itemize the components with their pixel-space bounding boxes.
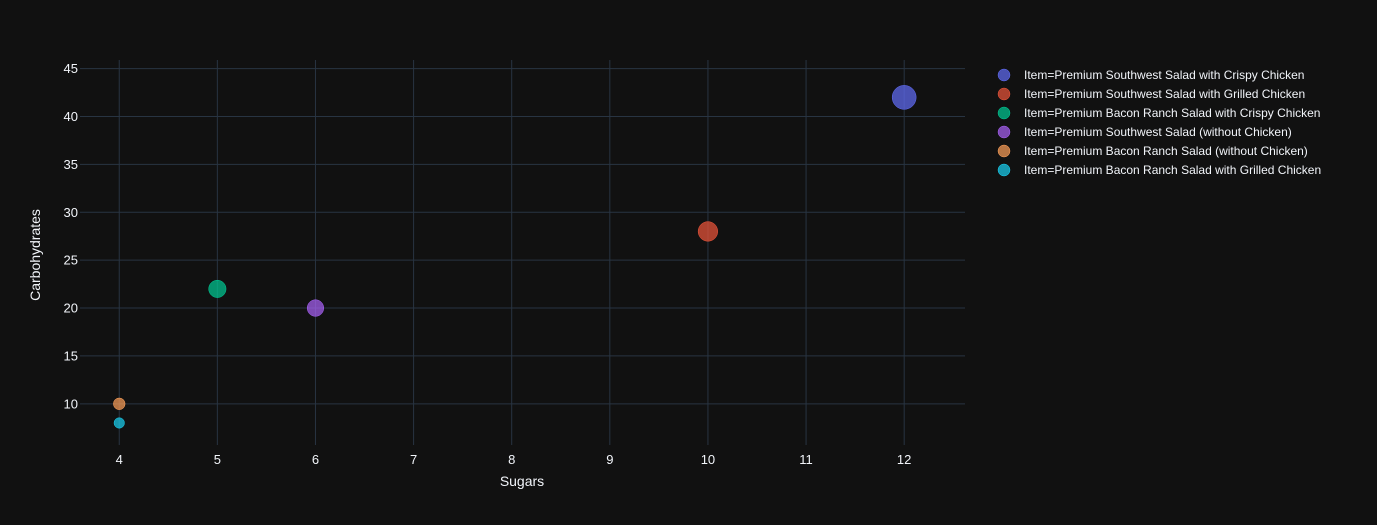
y-grid <box>80 68 965 405</box>
x-tick-label: 9 <box>606 452 613 467</box>
y-tick-label: 40 <box>64 109 78 124</box>
legend-item[interactable]: Item=Premium Bacon Ranch Salad with Gril… <box>997 163 1321 177</box>
y-tick-label: 20 <box>64 301 78 316</box>
legend-marker <box>997 144 1011 158</box>
data-point[interactable] <box>891 85 917 110</box>
legend-item[interactable]: Item=Premium Bacon Ranch Salad with Cris… <box>997 106 1320 120</box>
x-tick-label: 7 <box>410 452 417 467</box>
data-point[interactable] <box>306 299 325 317</box>
legend-item[interactable]: Item=Premium Southwest Salad with Grille… <box>997 87 1305 101</box>
y-axis-title: Carbohydrates <box>27 209 43 301</box>
legend-label: Item=Premium Bacon Ranch Salad (without … <box>1024 144 1308 158</box>
y-axis-ticks: 10 15 20 25 30 35 40 45 <box>64 61 78 411</box>
data-point[interactable] <box>113 397 126 410</box>
legend-marker <box>997 125 1011 139</box>
legend-label: Item=Premium Bacon Ranch Salad with Cris… <box>1024 106 1320 120</box>
legend-marker <box>997 87 1011 101</box>
data-point[interactable] <box>208 279 227 298</box>
y-tick-label: 35 <box>64 157 78 172</box>
x-tick-label: 8 <box>508 452 515 467</box>
legend-item[interactable]: Item=Premium Southwest Salad (without Ch… <box>997 125 1292 139</box>
x-tick-label: 10 <box>701 452 715 467</box>
y-tick-label: 25 <box>64 253 78 268</box>
x-tick-label: 12 <box>897 452 911 467</box>
x-tick-label: 6 <box>312 452 319 467</box>
legend-marker <box>997 106 1011 120</box>
legend-marker <box>997 68 1011 82</box>
legend: Item=Premium Southwest Salad with Crispy… <box>997 68 1321 177</box>
y-tick-label: 15 <box>64 348 78 363</box>
legend-label: Item=Premium Southwest Salad (without Ch… <box>1024 125 1292 139</box>
x-axis-title: Sugars <box>500 473 544 489</box>
x-tick-label: 5 <box>214 452 221 467</box>
data-point[interactable] <box>697 221 718 242</box>
legend-item[interactable]: Item=Premium Bacon Ranch Salad (without … <box>997 144 1308 158</box>
x-tick-label: 4 <box>116 452 123 467</box>
y-tick-label: 10 <box>64 396 78 411</box>
legend-label: Item=Premium Southwest Salad with Grille… <box>1024 87 1305 101</box>
x-grid <box>118 60 905 445</box>
x-axis-ticks: 4 5 6 7 8 9 10 11 12 <box>116 452 912 467</box>
legend-label: Item=Premium Southwest Salad with Crispy… <box>1024 68 1304 82</box>
x-tick-label: 11 <box>799 452 813 467</box>
data-point[interactable] <box>113 417 125 429</box>
y-tick-label: 45 <box>64 61 78 76</box>
legend-item[interactable]: Item=Premium Southwest Salad with Crispy… <box>997 68 1304 82</box>
legend-marker <box>997 163 1011 177</box>
data-markers <box>113 85 917 429</box>
y-tick-label: 30 <box>64 205 78 220</box>
legend-label: Item=Premium Bacon Ranch Salad with Gril… <box>1024 163 1321 177</box>
